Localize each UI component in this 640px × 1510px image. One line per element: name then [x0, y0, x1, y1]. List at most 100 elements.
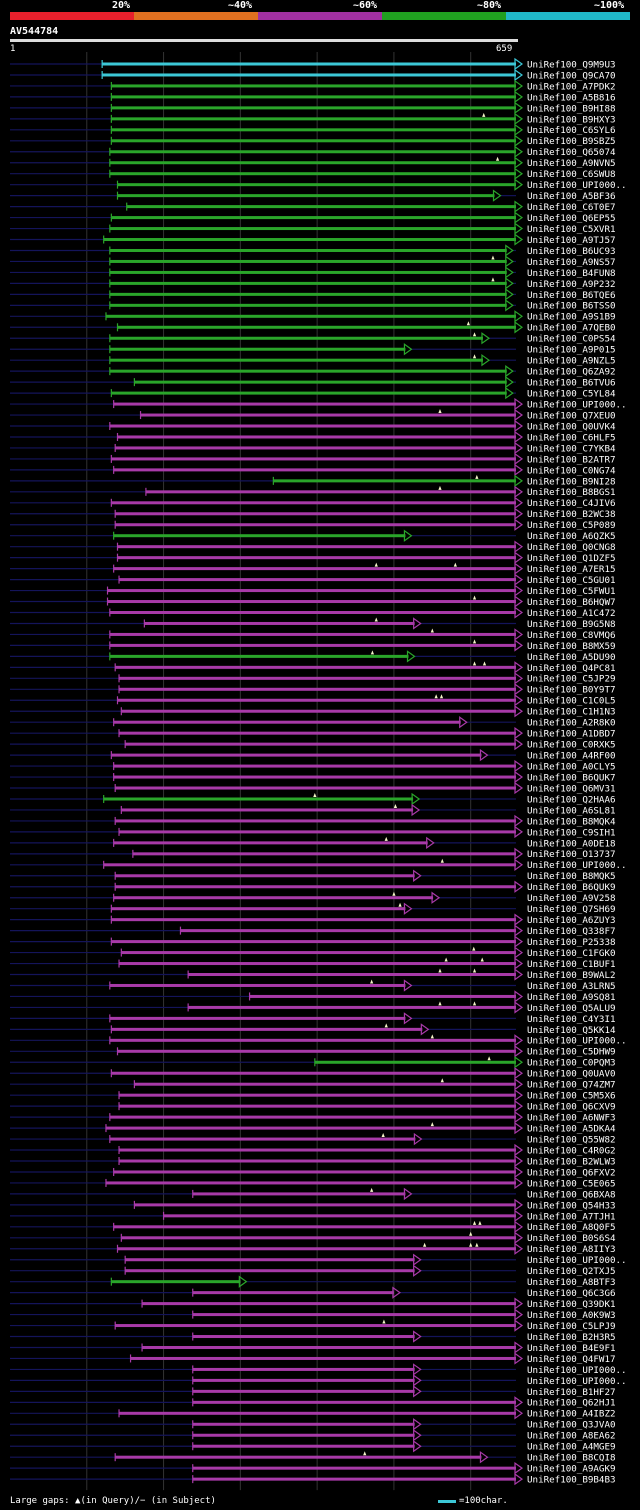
hit-label[interactable]: UniRef100_A2R8K0 [527, 718, 616, 729]
hit-row[interactable]: UniRef100_A6QZK5 [10, 529, 616, 542]
hit-label[interactable]: UniRef100_C5FWU1 [527, 586, 616, 597]
hit-label[interactable]: UniRef100_B2ATR7 [527, 454, 616, 465]
hit-label[interactable]: UniRef100_C6HLF5 [527, 432, 616, 443]
hit-row[interactable]: UniRef100_Q4FW17 [10, 1352, 616, 1365]
hit-label[interactable]: UniRef100_C0NG74 [527, 465, 616, 476]
hit-label[interactable]: UniRef100_A6QZK5 [527, 531, 616, 542]
hit-label[interactable]: UniRef100_A9NZL5 [527, 356, 616, 367]
hit-label[interactable]: UniRef100_B0Y9T7 [527, 685, 616, 696]
hit-label[interactable]: UniRef100_A9NS57 [527, 257, 616, 268]
hit-row[interactable]: UniRef100_A2R8K0 [10, 716, 616, 729]
hit-row[interactable]: UniRef100_Q65074 [10, 145, 616, 158]
hit-label[interactable]: UniRef100_A8Q0F5 [527, 1222, 616, 1233]
hit-row[interactable]: UniRef100_C6T0E7 [10, 200, 616, 213]
hit-row[interactable]: UniRef100_Q2HAA6 [10, 792, 616, 805]
hit-row[interactable]: UniRef100_C5E065 [10, 1176, 616, 1189]
hit-row[interactable]: UniRef100_A7ER15 [10, 562, 616, 575]
hit-row[interactable]: UniRef100_A1DBD7 [10, 727, 616, 740]
hit-label[interactable]: UniRef100_C7YKB4 [527, 443, 616, 454]
hit-row[interactable]: UniRef100_C5YL84 [10, 386, 616, 400]
hit-row[interactable]: UniRef100_B9HI88 [10, 101, 616, 114]
hit-label[interactable]: UniRef100_Q74ZM7 [527, 1080, 616, 1091]
hit-label[interactable]: UniRef100_O13737 [527, 849, 616, 860]
hit-label[interactable]: UniRef100_C4JIV6 [527, 498, 616, 509]
hit-label[interactable]: UniRef100_C5XVR1 [527, 224, 616, 235]
hit-row[interactable]: UniRef100_A9SQ81 [10, 990, 616, 1003]
hit-label[interactable]: UniRef100_B6HQW7 [527, 597, 616, 608]
hit-row[interactable]: UniRef100_A9P015 [10, 343, 616, 356]
hit-row[interactable]: UniRef100_Q0UVK4 [10, 419, 616, 432]
hit-row[interactable]: UniRef100_Q6ZA92 [10, 364, 616, 378]
hit-label[interactable]: UniRef100_B9HXY3 [527, 114, 616, 125]
hit-label[interactable]: UniRef100_A6SL81 [527, 805, 616, 816]
hit-row[interactable]: UniRef100_A8EA62 [10, 1429, 616, 1442]
hit-label[interactable]: UniRef100_B9SBZ5 [527, 136, 616, 147]
hit-row[interactable]: UniRef100_C7YKB4 [10, 441, 616, 454]
hit-row[interactable]: UniRef100_A7TJH1 [10, 1209, 616, 1222]
hit-row[interactable]: UniRef100_B6QUK7 [10, 770, 616, 783]
hit-label[interactable]: UniRef100_A6NWF3 [527, 1113, 616, 1124]
hit-row[interactable]: UniRef100_B9G5N8 [10, 617, 616, 630]
hit-row[interactable]: UniRef100_B6HQW7 [10, 595, 616, 608]
hit-row[interactable]: UniRef100_A5B816 [10, 90, 616, 103]
hit-row[interactable]: UniRef100_C5XVR1 [10, 222, 616, 235]
hit-label[interactable]: UniRef100_Q9M9U3 [527, 59, 616, 70]
hit-label[interactable]: UniRef100_B6TSS0 [527, 301, 616, 312]
hit-label[interactable]: UniRef100_A3LRN5 [527, 981, 616, 992]
hit-row[interactable]: UniRef100_A7PDK2 [10, 79, 616, 92]
hit-row[interactable]: UniRef100_B9NI28 [10, 474, 616, 487]
hit-label[interactable]: UniRef100_Q39DK1 [527, 1299, 616, 1310]
hit-label[interactable]: UniRef100_C6SYL6 [527, 125, 616, 136]
hit-row[interactable]: UniRef100_Q6BXA8 [10, 1187, 616, 1200]
hit-label[interactable]: UniRef100_C4R0G2 [527, 1145, 616, 1156]
hit-label[interactable]: UniRef100_C0PS54 [527, 334, 616, 345]
hit-label[interactable]: UniRef100_C5E065 [527, 1178, 616, 1189]
hit-label[interactable]: UniRef100_Q6ZA92 [527, 367, 616, 378]
hit-row[interactable]: UniRef100_B8MQK4 [10, 814, 616, 827]
hit-label[interactable]: UniRef100_UPI000.. [527, 1255, 627, 1266]
hit-label[interactable]: UniRef100_C8VMQ6 [527, 630, 616, 641]
hit-label[interactable]: UniRef100_A7ER15 [527, 564, 616, 575]
hit-row[interactable]: UniRef100_A4RF00 [10, 748, 616, 762]
hit-label[interactable]: UniRef100_B4E9F1 [527, 1343, 616, 1354]
hit-label[interactable]: UniRef100_UPI000.. [527, 180, 627, 191]
hit-label[interactable]: UniRef100_Q62HJ1 [527, 1398, 616, 1409]
hit-label[interactable]: UniRef100_A0CLY5 [527, 761, 616, 772]
hit-row[interactable]: UniRef100_B9B4B3 [10, 1472, 616, 1486]
hit-label[interactable]: UniRef100_UPI000.. [527, 1365, 627, 1376]
hit-row[interactable]: UniRef100_B2ATR7 [10, 452, 616, 465]
hit-label[interactable]: UniRef100_B8CQI8 [527, 1453, 616, 1464]
hit-label[interactable]: UniRef100_A9AGK9 [527, 1464, 616, 1475]
hit-row[interactable]: UniRef100_A0CLY5 [10, 759, 616, 772]
hit-label[interactable]: UniRef100_A7TJH1 [527, 1211, 616, 1222]
hit-label[interactable]: UniRef100_Q7SH69 [527, 904, 616, 915]
hit-row[interactable]: UniRef100_Q6C3G6 [10, 1286, 616, 1299]
hit-row[interactable]: UniRef100_C4JIV6 [10, 496, 616, 509]
hit-row[interactable]: UniRef100_Q9M9U3 [10, 57, 616, 70]
hit-label[interactable]: UniRef100_Q4PC81 [527, 663, 616, 674]
hit-row[interactable]: UniRef100_A5BF36 [10, 189, 616, 202]
hit-row[interactable]: UniRef100_A9V258 [10, 891, 616, 904]
hit-label[interactable]: UniRef100_A1C472 [527, 608, 616, 619]
hit-row[interactable]: UniRef100_Q6FXV2 [10, 1165, 616, 1178]
hit-label[interactable]: UniRef100_B1HF27 [527, 1387, 616, 1398]
hit-row[interactable]: UniRef100_P25338 [10, 935, 616, 948]
hit-label[interactable]: UniRef100_B2WC38 [527, 509, 616, 520]
hit-row[interactable]: UniRef100_B9SBZ5 [10, 134, 616, 147]
hit-label[interactable]: UniRef100_A4MGE9 [527, 1442, 616, 1453]
hit-row[interactable]: UniRef100_UPI000.. [10, 1363, 627, 1376]
hit-row[interactable]: UniRef100_B6QUK9 [10, 880, 616, 893]
hit-label[interactable]: UniRef100_A9P232 [527, 279, 616, 290]
hit-row[interactable]: UniRef100_B8MX59 [10, 639, 616, 652]
hit-row[interactable]: UniRef100_C0RXK5 [10, 737, 616, 751]
hit-label[interactable]: UniRef100_Q9CA70 [527, 70, 616, 81]
hit-row[interactable]: UniRef100_C6HLF5 [10, 430, 616, 443]
hit-label[interactable]: UniRef100_B9B4B3 [527, 1475, 616, 1486]
hit-label[interactable]: UniRef100_B9WAL2 [527, 970, 616, 981]
hit-label[interactable]: UniRef100_UPI000.. [527, 1376, 627, 1387]
hit-label[interactable]: UniRef100_A7QEB0 [527, 323, 616, 334]
hit-label[interactable]: UniRef100_B8BGS1 [527, 487, 616, 498]
hit-label[interactable]: UniRef100_C4Y3I1 [527, 1014, 616, 1025]
hit-row[interactable]: UniRef100_Q2TXJ5 [10, 1264, 616, 1277]
hit-row[interactable]: UniRef100_UPI000.. [10, 178, 627, 191]
